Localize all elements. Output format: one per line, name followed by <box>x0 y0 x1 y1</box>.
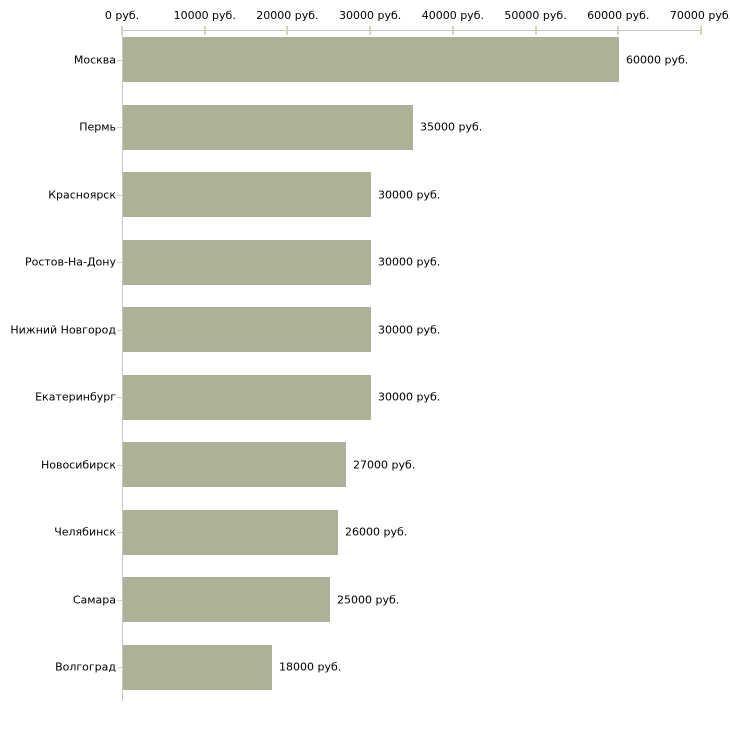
x-tick-label: 30000 руб. <box>339 9 402 22</box>
y-tick-mark <box>117 60 122 61</box>
y-tick-mark <box>117 532 122 533</box>
value-label: 30000 руб. <box>378 323 441 337</box>
value-label: 26000 руб. <box>345 525 408 539</box>
x-tick-mark <box>451 26 454 35</box>
category-label: Нижний Новгород <box>10 323 116 337</box>
category-label: Пермь <box>79 120 116 134</box>
x-tick-mark <box>121 26 123 35</box>
category-label: Челябинск <box>54 525 116 539</box>
y-tick-mark <box>117 127 122 128</box>
x-tick-label: 50000 руб. <box>504 9 567 22</box>
x-tick-label: 70000 руб. <box>669 9 730 22</box>
x-tick-mark <box>700 26 702 35</box>
bar <box>123 37 619 82</box>
category-label: Новосибирск <box>40 458 116 472</box>
category-label: Самара <box>72 593 116 607</box>
y-tick-mark <box>117 262 122 263</box>
category-label: Ростов-На-Дону <box>24 255 116 269</box>
x-tick-label: 40000 руб. <box>421 9 484 22</box>
value-label: 27000 руб. <box>353 458 416 472</box>
x-tick-label: 20000 руб. <box>256 9 319 22</box>
bar <box>123 105 413 150</box>
x-tick-mark <box>369 26 372 35</box>
bar <box>123 645 272 690</box>
y-tick-mark <box>117 195 122 196</box>
bar <box>123 240 371 285</box>
y-tick-mark <box>117 465 122 466</box>
bar <box>123 172 371 217</box>
x-tick-mark <box>534 26 537 35</box>
y-tick-mark <box>117 667 122 668</box>
x-tick-mark <box>617 26 620 35</box>
value-label: 30000 руб. <box>378 390 441 404</box>
category-label: Красноярск <box>48 188 116 202</box>
x-tick-label: 10000 руб. <box>173 9 236 22</box>
y-tick-mark <box>117 330 122 331</box>
value-label: 18000 руб. <box>279 660 342 674</box>
bar <box>123 307 371 352</box>
value-label: 35000 руб. <box>420 120 483 134</box>
bar <box>123 442 346 487</box>
value-label: 30000 руб. <box>378 188 441 202</box>
value-label: 60000 руб. <box>626 53 689 67</box>
x-tick-label: 0 руб. <box>104 9 140 22</box>
value-label: 30000 руб. <box>378 255 441 269</box>
x-tick-label: 60000 руб. <box>587 9 650 22</box>
category-label: Екатеринбург <box>35 390 116 404</box>
category-label: Москва <box>73 53 116 67</box>
bar <box>123 577 330 622</box>
category-label: Волгоград <box>55 660 116 674</box>
bar <box>123 510 338 555</box>
x-axis-line <box>122 30 701 31</box>
y-tick-mark <box>117 600 122 601</box>
x-tick-mark <box>203 26 206 35</box>
value-label: 25000 руб. <box>337 593 400 607</box>
y-axis-line <box>122 30 123 701</box>
x-tick-mark <box>286 26 289 35</box>
bar <box>123 375 371 420</box>
y-tick-mark <box>117 397 122 398</box>
